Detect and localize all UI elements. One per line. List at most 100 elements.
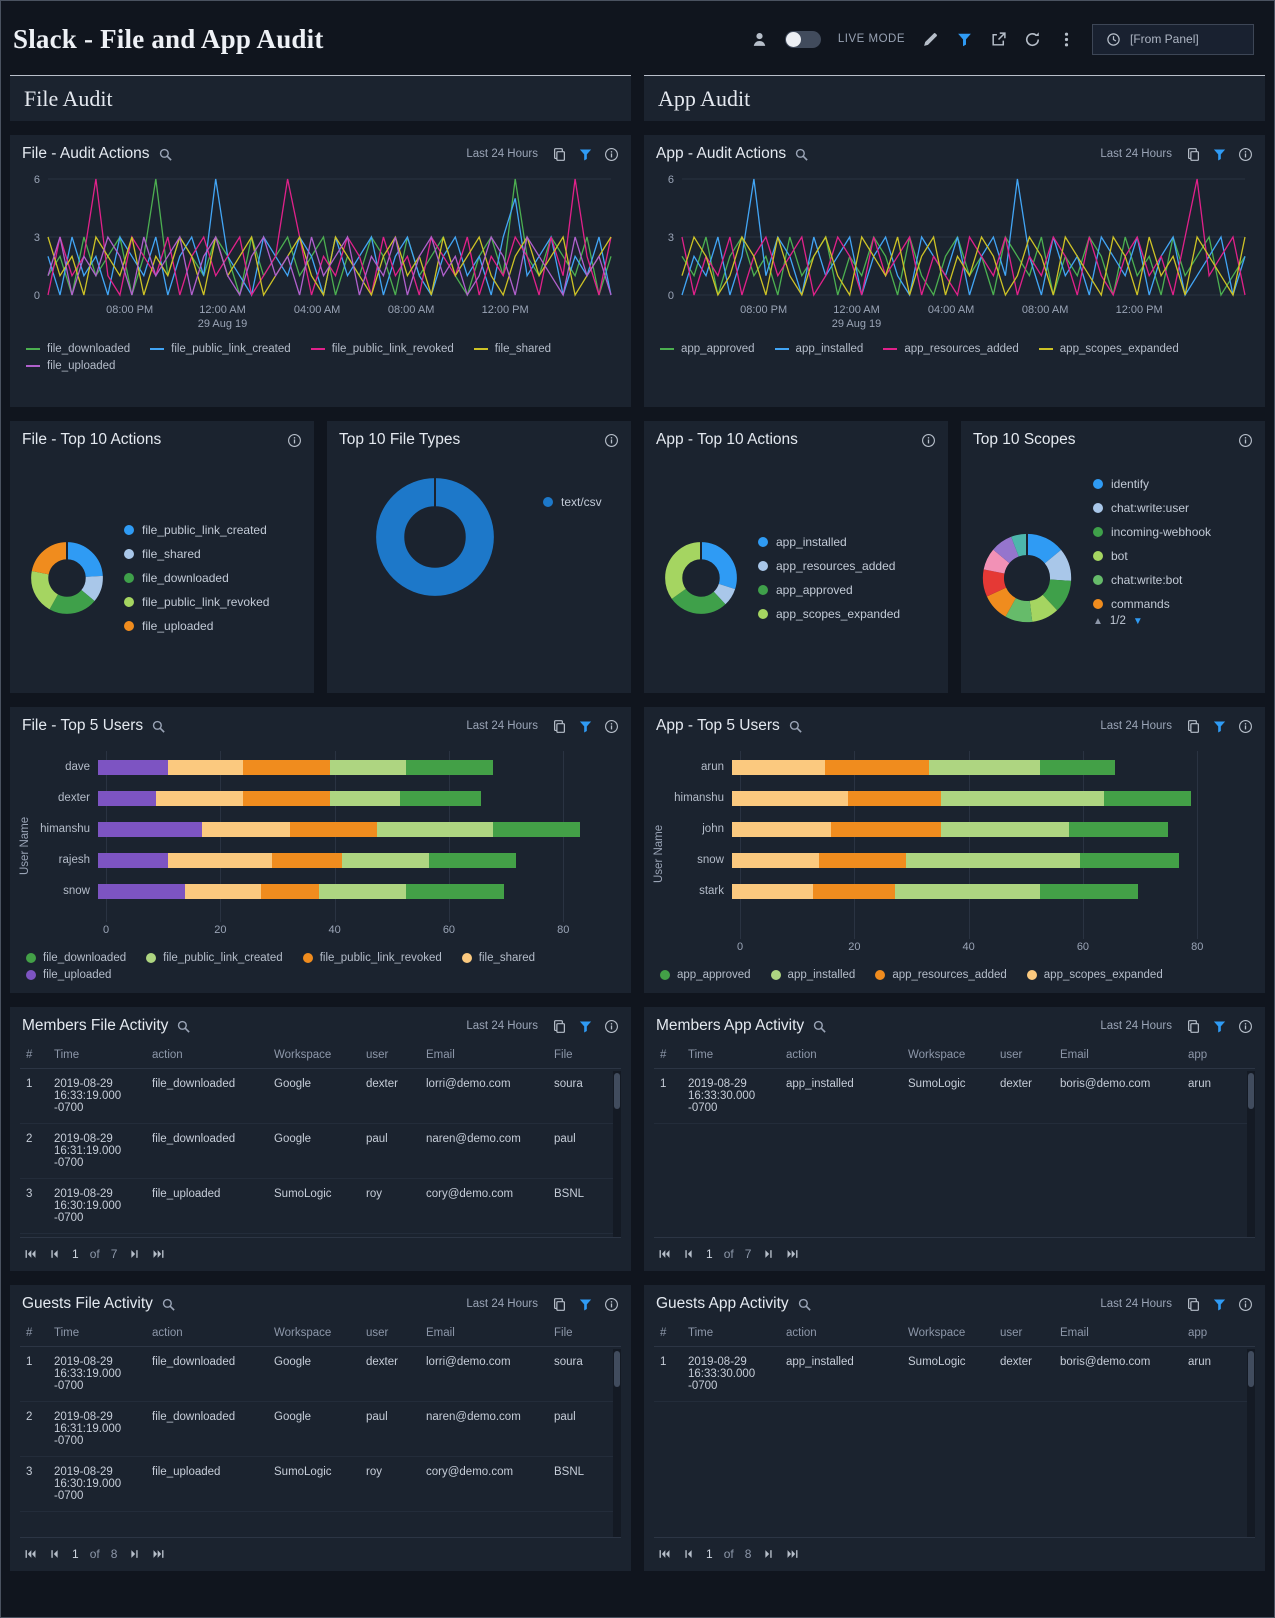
info-icon[interactable] xyxy=(1238,1297,1253,1312)
first-page-icon[interactable] xyxy=(24,1548,37,1560)
top-header: Slack - File and App Audit LIVE MODE [Fr… xyxy=(1,1,1274,75)
first-page-icon[interactable] xyxy=(658,1548,671,1560)
current-page: 1 xyxy=(706,1247,713,1261)
copy-icon[interactable] xyxy=(1186,1019,1201,1034)
members-app-activity-table[interactable]: # Time action Workspace user Email app 1 2019-08… xyxy=(654,1043,1255,1238)
total-pages: 8 xyxy=(110,1547,118,1561)
first-page-icon[interactable] xyxy=(24,1248,37,1260)
top10-scopes-donut[interactable] xyxy=(979,530,1075,626)
panel-filter-icon[interactable] xyxy=(1212,1019,1227,1034)
members-file-activity-table[interactable]: # Time action Workspace user Email File 1 2019-0… xyxy=(20,1043,621,1238)
panel-members-file-activity: Members File Activity Last 24 Hours # Tim… xyxy=(10,1007,631,1271)
file-audit-actions-chart[interactable]: 0 3 6 08:00 PM 12:00 AM 29 Aug 19 04:00 AM 08:0… xyxy=(22,171,619,331)
panel-filter-icon[interactable] xyxy=(578,147,593,162)
legend-page-down-icon[interactable]: ▼ xyxy=(1132,615,1143,627)
file-audit-actions-legend: file_downloaded file_public_link_created f… xyxy=(10,331,631,384)
next-page-icon[interactable] xyxy=(762,1548,775,1560)
info-icon[interactable] xyxy=(1238,147,1253,162)
panel-filter-icon[interactable] xyxy=(1212,719,1227,734)
scrollbar-thumb[interactable] xyxy=(614,1351,620,1387)
info-icon[interactable] xyxy=(1238,719,1253,734)
copy-icon[interactable] xyxy=(1186,719,1201,734)
app-audit-actions-chart[interactable]: 0 3 6 08:00 PM 12:00 AM 29 Aug 19 04:00 AM 08:0… xyxy=(656,171,1253,331)
panel-title: App - Top 5 Users xyxy=(656,717,780,734)
file-top5-users-chart[interactable]: User Name dave dexter himanshu rajesh snow 0 20… xyxy=(10,743,631,940)
info-icon[interactable] xyxy=(1238,1019,1253,1034)
last-page-icon[interactable] xyxy=(786,1248,799,1260)
magnifier-icon[interactable] xyxy=(176,1019,191,1034)
app-top5-users-chart[interactable]: User Name arun himanshu john snow stark 0 20 40 6… xyxy=(644,743,1265,957)
live-mode-toggle[interactable] xyxy=(784,30,821,48)
magnifier-icon[interactable] xyxy=(812,1019,827,1034)
time-range-label[interactable]: Last 24 Hours xyxy=(466,148,538,160)
table-scrollbar[interactable] xyxy=(613,1071,621,1237)
refresh-icon[interactable] xyxy=(1024,31,1041,48)
copy-icon[interactable] xyxy=(552,147,567,162)
panel-filter-icon[interactable] xyxy=(578,1297,593,1312)
prev-page-icon[interactable] xyxy=(682,1548,695,1560)
last-page-icon[interactable] xyxy=(786,1548,799,1560)
user-icon[interactable] xyxy=(751,31,768,48)
prev-page-icon[interactable] xyxy=(48,1548,61,1560)
first-page-icon[interactable] xyxy=(658,1248,671,1260)
info-icon[interactable] xyxy=(604,147,619,162)
top10-file-types-donut[interactable] xyxy=(371,473,499,601)
time-range-label[interactable]: Last 24 Hours xyxy=(1100,720,1172,732)
of-label: of xyxy=(723,1547,734,1561)
last-page-icon[interactable] xyxy=(152,1248,165,1260)
table-scrollbar[interactable] xyxy=(1247,1071,1255,1237)
next-page-icon[interactable] xyxy=(128,1548,141,1560)
magnifier-icon[interactable] xyxy=(161,1297,176,1312)
scrollbar-thumb[interactable] xyxy=(1248,1351,1254,1387)
info-icon[interactable] xyxy=(604,1019,619,1034)
magnifier-icon[interactable] xyxy=(158,147,173,162)
magnifier-icon[interactable] xyxy=(797,1297,812,1312)
prev-page-icon[interactable] xyxy=(682,1248,695,1260)
info-icon[interactable] xyxy=(604,719,619,734)
next-page-icon[interactable] xyxy=(762,1248,775,1260)
table-scrollbar[interactable] xyxy=(1247,1349,1255,1537)
app-top10-actions-donut[interactable] xyxy=(662,539,740,617)
copy-icon[interactable] xyxy=(552,1297,567,1312)
info-icon[interactable] xyxy=(287,433,302,448)
time-range-label[interactable]: Last 24 Hours xyxy=(466,1020,538,1032)
share-icon[interactable] xyxy=(990,31,1007,48)
magnifier-icon[interactable] xyxy=(151,719,166,734)
last-page-icon[interactable] xyxy=(152,1548,165,1560)
info-icon[interactable] xyxy=(921,433,936,448)
time-range-label[interactable]: Last 24 Hours xyxy=(1100,1020,1172,1032)
time-range-label[interactable]: Last 24 Hours xyxy=(466,1298,538,1310)
panel-filter-icon[interactable] xyxy=(578,719,593,734)
info-icon[interactable] xyxy=(604,1297,619,1312)
filter-icon[interactable] xyxy=(956,31,973,48)
edit-icon[interactable] xyxy=(922,31,939,48)
panel-filter-icon[interactable] xyxy=(578,1019,593,1034)
info-icon[interactable] xyxy=(604,433,619,448)
guests-file-activity-table[interactable]: # Time action Workspace user Email File 1 2019-0… xyxy=(20,1321,621,1538)
time-range-label[interactable]: Last 24 Hours xyxy=(1100,148,1172,160)
more-menu-icon[interactable] xyxy=(1058,31,1075,48)
next-page-icon[interactable] xyxy=(128,1248,141,1260)
panel-title: File - Top 10 Actions xyxy=(22,431,162,448)
info-icon[interactable] xyxy=(1238,433,1253,448)
legend-page-up-icon[interactable]: ▲ xyxy=(1093,615,1103,627)
panel-filter-icon[interactable] xyxy=(1212,147,1227,162)
prev-page-icon[interactable] xyxy=(48,1248,61,1260)
magnifier-icon[interactable] xyxy=(788,719,803,734)
file-top10-actions-donut[interactable] xyxy=(28,539,106,617)
copy-icon[interactable] xyxy=(1186,147,1201,162)
table-scrollbar[interactable] xyxy=(613,1349,621,1537)
panel-filter-icon[interactable] xyxy=(1212,1297,1227,1312)
scrollbar-thumb[interactable] xyxy=(1248,1073,1254,1109)
panel-title: Guests File Activity xyxy=(22,1295,153,1312)
guests-app-activity-table[interactable]: # Time action Workspace user Email app 1 2019-08… xyxy=(654,1321,1255,1538)
copy-icon[interactable] xyxy=(552,719,567,734)
copy-icon[interactable] xyxy=(1186,1297,1201,1312)
time-range-selector[interactable]: [From Panel] xyxy=(1092,23,1254,55)
copy-icon[interactable] xyxy=(552,1019,567,1034)
time-range-label[interactable]: Last 24 Hours xyxy=(1100,1298,1172,1310)
time-range-label[interactable]: Last 24 Hours xyxy=(466,720,538,732)
magnifier-icon[interactable] xyxy=(794,147,809,162)
scrollbar-thumb[interactable] xyxy=(614,1073,620,1109)
panel-file-top10-actions: File - Top 10 Actions file_public_link_c… xyxy=(10,421,314,693)
